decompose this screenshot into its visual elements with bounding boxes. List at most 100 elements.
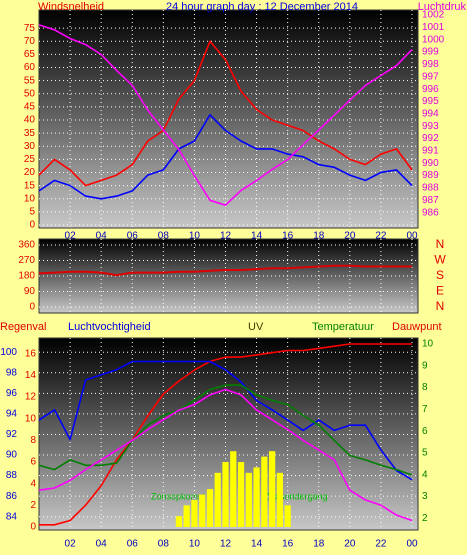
x-tick-label: 18 <box>313 231 325 242</box>
legend-label: UV <box>248 321 264 333</box>
y-tick-label: 100 <box>0 347 17 358</box>
x-tick-label: 06 <box>127 539 139 550</box>
y3-tick-label: 9 <box>422 360 428 371</box>
x-tick-label: 00 <box>406 539 418 550</box>
y2-tick-label: 995 <box>422 96 439 107</box>
y3-tick-label: 3 <box>422 491 428 502</box>
uv-bar <box>230 451 237 527</box>
y-tick-label: 60 <box>24 62 36 73</box>
x-tick-label: 10 <box>189 231 201 242</box>
y2-tick-label: 987 <box>422 195 439 206</box>
chart-title: 24 hour graph day : 12 December 2014 <box>166 1 358 13</box>
uv-bar <box>222 462 229 527</box>
annotation: Zonsopkomst <box>151 491 206 501</box>
y-tick-label: 90 <box>24 286 36 297</box>
plot-area <box>38 9 419 229</box>
uv-bar <box>276 472 284 527</box>
y2-tick-label: 990 <box>422 158 439 169</box>
y-tick-label: 180 <box>18 271 35 282</box>
legend-label: Luchtvochtigheid <box>68 321 151 333</box>
y-tick-label: 70 <box>24 36 36 47</box>
series-line <box>38 24 413 206</box>
x-tick-label: 14 <box>251 231 263 242</box>
y2-tick-label: 986 <box>422 207 439 218</box>
y2-tick-label: 992 <box>422 133 439 144</box>
y-tick-label: 94 <box>6 409 18 420</box>
x-tick-label: 16 <box>282 231 294 242</box>
y-tick-label: 20 <box>24 167 36 178</box>
uv-bar <box>191 499 198 527</box>
y3-tick-label: 7 <box>422 404 428 415</box>
y-tick-label: 92 <box>6 429 18 440</box>
x-tick-label: 08 <box>158 539 170 550</box>
y2-tick-label: 16 <box>25 348 37 359</box>
y2-tick-label: S <box>436 268 444 282</box>
series-line <box>38 114 413 200</box>
x-tick-label: 02 <box>65 539 77 550</box>
y2-tick-label: W <box>434 253 446 267</box>
y2-tick-label: 0 <box>30 522 36 533</box>
legend-label: Temperatuur <box>312 321 374 333</box>
x-tick-label: 18 <box>313 539 325 550</box>
y2-tick-label: 8 <box>30 435 36 446</box>
y-tick-label: 5 <box>29 207 35 218</box>
y2-tick-label: 997 <box>422 71 439 82</box>
uv-bar <box>245 472 252 527</box>
uv-bar <box>199 494 206 527</box>
series-line <box>38 388 413 522</box>
y2-tick-label: 6 <box>30 457 36 468</box>
x-tick-label: 10 <box>189 539 201 550</box>
x-tick-label: 22 <box>375 539 387 550</box>
series-line <box>38 384 413 476</box>
legend-label: Dauwpunt <box>392 321 442 333</box>
series-line <box>39 343 412 526</box>
y-tick-label: 65 <box>24 49 36 60</box>
uv-bar <box>183 505 190 527</box>
x-tick-label: 00 <box>406 231 418 242</box>
y-tick-label: 90 <box>6 450 18 461</box>
x-tick-label: 14 <box>251 539 263 550</box>
y2-tick-label: 999 <box>422 47 439 58</box>
y-tick-label: 40 <box>24 115 36 126</box>
y3-tick-label: 2 <box>422 513 428 524</box>
uv-bar <box>284 505 291 527</box>
uv-bar <box>206 489 214 527</box>
y3-tick-label: 6 <box>422 426 428 437</box>
y2-tick-label: 991 <box>422 146 439 157</box>
x-tick-label: 02 <box>65 231 77 242</box>
x-tick-label: 06 <box>127 231 139 242</box>
y-tick-label: 25 <box>24 154 36 165</box>
y2-tick-label: 996 <box>422 84 439 95</box>
x-tick-label: 22 <box>375 231 387 242</box>
y-tick-label: 0 <box>29 220 35 231</box>
x-tick-label: 20 <box>344 539 356 550</box>
y3-tick-label: 5 <box>422 448 428 459</box>
y2-tick-label: 10 <box>25 413 37 424</box>
x-tick-label: 20 <box>344 231 356 242</box>
y3-tick-label: 8 <box>422 382 428 393</box>
y2-tick-label: N <box>436 299 445 313</box>
y-tick-label: 30 <box>24 141 36 152</box>
legend-label: Regenval <box>0 321 46 333</box>
y2-tick-label: 1001 <box>422 22 445 33</box>
x-tick-label: 12 <box>220 539 232 550</box>
y2-tick-label: 1000 <box>422 34 445 45</box>
y-tick-label: 0 <box>29 302 35 313</box>
y2-tick-label: 1002 <box>422 10 445 21</box>
uv-bar <box>237 462 245 527</box>
y2-tick-label: 994 <box>422 108 439 119</box>
y2-tick-label: N <box>436 237 445 251</box>
uv-bar <box>253 467 260 527</box>
y2-tick-label: E <box>436 284 444 298</box>
y2-tick-label: 998 <box>422 59 439 70</box>
y-tick-label: 88 <box>6 470 18 481</box>
series-line <box>38 40 413 187</box>
x-tick-label: 16 <box>282 539 294 550</box>
uv-bar <box>269 451 276 527</box>
y-tick-label: 86 <box>6 491 18 502</box>
y-tick-label: 96 <box>6 388 18 399</box>
x-tick-label: 08 <box>158 231 170 242</box>
y2-tick-label: 4 <box>30 478 36 489</box>
y-tick-label: 35 <box>24 128 36 139</box>
